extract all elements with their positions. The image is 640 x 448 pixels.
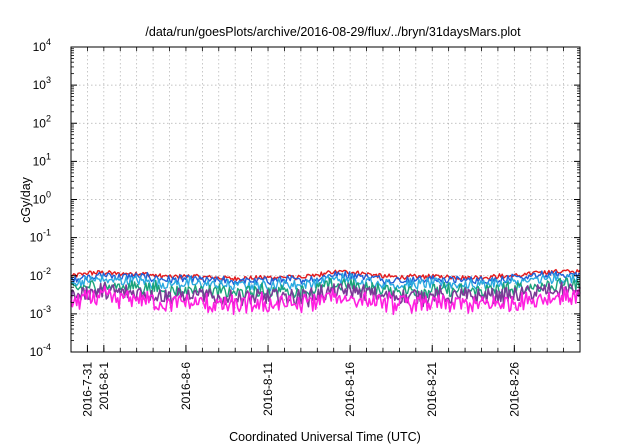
x-tick-label: 2016-8-6 xyxy=(179,362,193,410)
x-tick-label: 2016-8-1 xyxy=(97,362,111,410)
series-layer xyxy=(70,268,581,316)
y-tick-label: 102 xyxy=(33,113,51,130)
y-axis-tick-labels: 10-4 10-3 10-2 10-1 100 101 102 103 104 xyxy=(30,37,51,359)
y-tick-label: 101 xyxy=(33,151,51,168)
series-line xyxy=(70,277,581,301)
y-tick-label: 10-2 xyxy=(30,266,51,283)
x-tick-label: 2016-8-11 xyxy=(261,362,275,416)
x-tick-label: 2016-7-31 xyxy=(80,362,94,417)
x-tick-label: 2016-8-16 xyxy=(343,362,357,417)
y-tick-label: 10-3 xyxy=(30,304,51,321)
y-tick-label: 104 xyxy=(33,37,51,54)
x-tick-label: 2016-8-21 xyxy=(425,362,439,417)
chart-title: /data/run/goesPlots/archive/2016-08-29/f… xyxy=(145,25,521,39)
y-tick-label: 10-1 xyxy=(30,228,51,245)
series-line xyxy=(70,270,580,286)
y-axis-label: cGy/day xyxy=(19,176,33,223)
x-axis-tick-labels: 2016-7-31 2016-8-1 2016-8-6 2016-8-11 2016-8… xyxy=(80,362,521,417)
y-tick-label: 103 xyxy=(33,75,51,92)
y-tick-label: 10-4 xyxy=(30,342,51,359)
x-tick-label: 2016-8-26 xyxy=(507,362,521,417)
series-line xyxy=(70,268,581,282)
y-tick-label: 100 xyxy=(33,190,51,207)
series-line xyxy=(70,285,581,316)
x-axis-label: Coordinated Universal Time (UTC) xyxy=(229,430,421,444)
axis-ticks xyxy=(71,46,580,353)
grid-lines xyxy=(71,47,580,352)
